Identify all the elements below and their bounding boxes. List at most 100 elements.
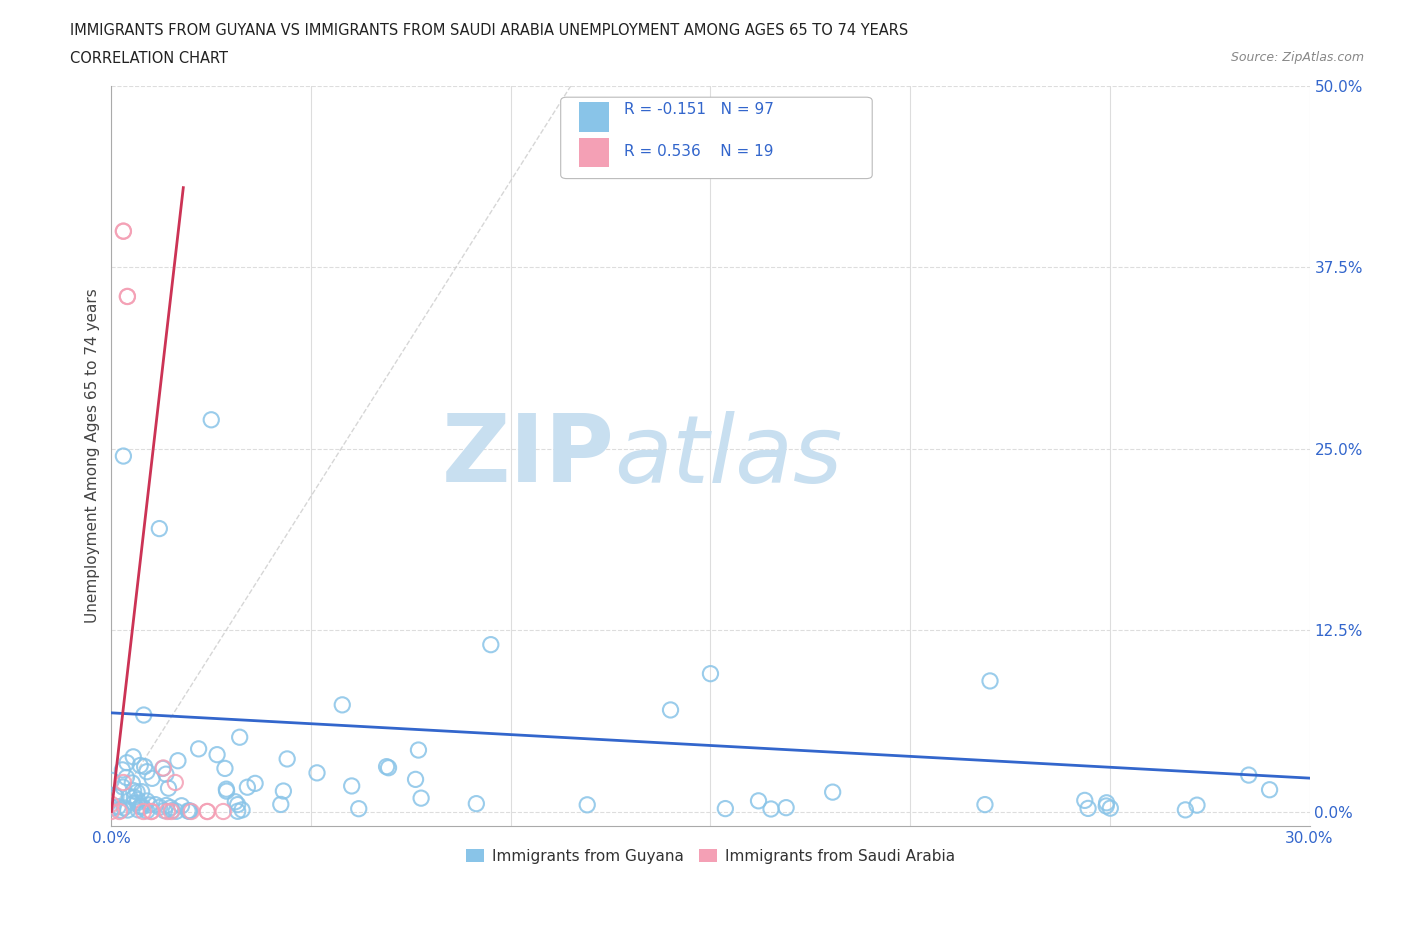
Point	[347, 802, 370, 817]
Point	[121, 776, 143, 790]
Point	[157, 781, 180, 796]
Point	[127, 803, 149, 817]
Point	[101, 801, 124, 816]
Point	[153, 804, 176, 818]
Point	[699, 666, 721, 681]
Point	[305, 765, 328, 780]
FancyBboxPatch shape	[561, 98, 872, 179]
Point	[195, 804, 218, 819]
Point	[212, 804, 235, 819]
Point	[124, 790, 146, 804]
Point	[122, 796, 145, 811]
Point	[1077, 801, 1099, 816]
Point	[276, 751, 298, 766]
Point	[156, 804, 179, 819]
Point	[270, 797, 292, 812]
Point	[465, 796, 488, 811]
Point	[165, 804, 187, 818]
Point	[100, 773, 122, 788]
Point	[714, 801, 737, 816]
Point	[340, 778, 363, 793]
Point	[165, 775, 187, 790]
Point	[405, 772, 427, 787]
Text: ZIP: ZIP	[441, 410, 614, 502]
FancyBboxPatch shape	[579, 138, 609, 167]
Point	[377, 761, 399, 776]
Point	[138, 797, 160, 812]
Point	[228, 730, 250, 745]
Point	[821, 785, 844, 800]
Point	[100, 797, 122, 812]
Point	[205, 747, 228, 762]
Point	[200, 412, 222, 427]
Point	[979, 673, 1001, 688]
Point	[132, 804, 155, 819]
Point	[125, 795, 148, 810]
Y-axis label: Unemployment Among Ages 65 to 74 years: Unemployment Among Ages 65 to 74 years	[86, 288, 100, 623]
Point	[136, 793, 159, 808]
Point	[118, 789, 141, 804]
Point	[112, 775, 135, 790]
Text: IMMIGRANTS FROM GUYANA VS IMMIGRANTS FROM SAUDI ARABIA UNEMPLOYMENT AMONG AGES 6: IMMIGRANTS FROM GUYANA VS IMMIGRANTS FRO…	[70, 23, 908, 38]
Point	[145, 797, 167, 812]
Point	[135, 804, 157, 818]
Point	[129, 799, 152, 814]
Point	[167, 753, 190, 768]
Point	[105, 790, 128, 804]
Point	[155, 798, 177, 813]
Point	[141, 771, 163, 786]
Point	[108, 804, 131, 819]
Point	[104, 788, 127, 803]
Point	[112, 224, 135, 239]
Point	[180, 804, 202, 819]
Point	[215, 782, 238, 797]
Point	[127, 792, 149, 807]
Point	[177, 804, 200, 818]
Point	[112, 224, 135, 239]
Point	[127, 785, 149, 800]
Point	[141, 804, 163, 819]
Point	[974, 797, 997, 812]
Point	[1074, 793, 1097, 808]
Point	[759, 802, 782, 817]
Point	[152, 761, 174, 776]
Point	[170, 798, 193, 813]
Point	[411, 790, 433, 805]
Point	[115, 755, 138, 770]
Point	[576, 797, 599, 812]
Point	[117, 289, 139, 304]
Point	[159, 801, 181, 816]
Point	[273, 784, 295, 799]
Point	[152, 761, 174, 776]
Point	[243, 776, 266, 790]
Point	[129, 800, 152, 815]
Point	[1174, 803, 1197, 817]
Point	[1099, 801, 1122, 816]
Point	[122, 783, 145, 798]
Point	[330, 698, 353, 712]
Point	[136, 764, 159, 779]
Point	[1258, 782, 1281, 797]
Point	[155, 766, 177, 781]
Point	[224, 794, 246, 809]
Point	[1237, 767, 1260, 782]
Text: Source: ZipAtlas.com: Source: ZipAtlas.com	[1230, 51, 1364, 64]
Text: atlas: atlas	[614, 410, 842, 501]
Point	[195, 804, 218, 819]
Point	[100, 804, 122, 819]
Point	[132, 708, 155, 723]
Point	[112, 801, 135, 816]
Point	[1185, 798, 1208, 813]
Point	[117, 803, 139, 817]
Point	[115, 770, 138, 785]
Point	[134, 759, 156, 774]
Point	[131, 784, 153, 799]
Point	[479, 637, 502, 652]
Point	[112, 448, 135, 463]
Point	[122, 750, 145, 764]
Point	[179, 804, 201, 818]
Point	[111, 779, 134, 794]
Point	[226, 804, 249, 818]
Point	[375, 759, 398, 774]
Point	[659, 702, 682, 717]
